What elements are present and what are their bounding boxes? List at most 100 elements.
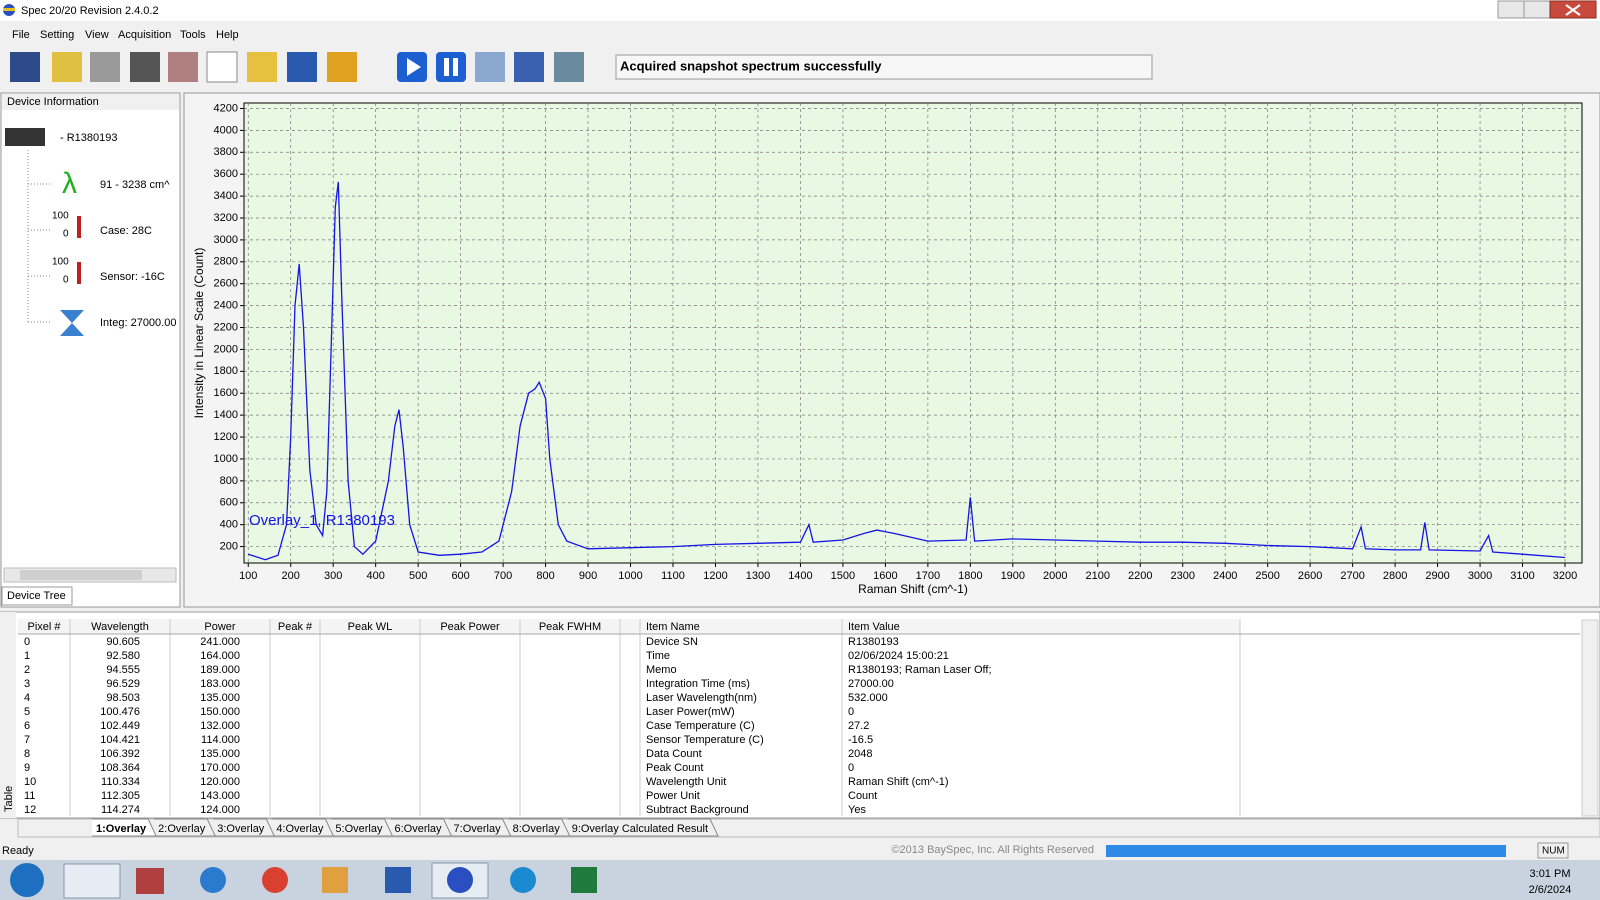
word-task[interactable] bbox=[385, 867, 411, 893]
v-scrollbar[interactable] bbox=[1581, 619, 1599, 817]
x-tick-label: 2500 bbox=[1255, 570, 1279, 582]
tab[interactable] bbox=[567, 818, 719, 837]
tab[interactable] bbox=[213, 818, 276, 837]
item-cell: R1380193 bbox=[848, 636, 899, 648]
cell: 8 bbox=[24, 748, 30, 760]
column-header[interactable]: Item Name bbox=[646, 621, 700, 633]
column-header[interactable]: Wavelength bbox=[91, 621, 149, 633]
clear-button[interactable] bbox=[327, 52, 357, 82]
tab[interactable] bbox=[331, 818, 394, 837]
column-header[interactable]: Power bbox=[204, 621, 236, 633]
tab-label[interactable]: 2:Overlay bbox=[158, 823, 206, 835]
chrome-task[interactable] bbox=[262, 867, 288, 893]
open-button[interactable] bbox=[52, 52, 82, 82]
tab-label[interactable]: 9:Overlay Calculated Result bbox=[572, 823, 708, 835]
column-header[interactable]: Peak FWHM bbox=[539, 621, 601, 633]
app-icon-band bbox=[3, 8, 15, 11]
thermometer-icon bbox=[77, 216, 81, 238]
minimize-button[interactable] bbox=[1497, 0, 1525, 19]
series-label: Overlay_1, R1380193 bbox=[249, 512, 395, 529]
y-tick-label: 600 bbox=[220, 497, 238, 509]
column-header[interactable]: Peak WL bbox=[348, 621, 393, 633]
tree-lines bbox=[27, 150, 50, 324]
tab-label[interactable]: 4:Overlay bbox=[276, 823, 324, 835]
chart: 200 400 600 800 1000 1200 1400 1600 1800 2000 2200… bbox=[192, 102, 1583, 596]
tab[interactable] bbox=[272, 818, 335, 837]
item-cell: -16.5 bbox=[848, 734, 873, 746]
column-header[interactable]: Pixel # bbox=[27, 621, 61, 633]
ie-task[interactable] bbox=[200, 867, 226, 893]
thermometer-icon bbox=[77, 262, 81, 284]
tab-label[interactable]: 6:Overlay bbox=[394, 823, 442, 835]
tab-bar bbox=[17, 818, 1600, 838]
x-tick-label: 400 bbox=[366, 570, 384, 582]
tab[interactable] bbox=[92, 818, 157, 837]
item-cell: Wavelength Unit bbox=[646, 776, 726, 788]
explorer-task[interactable] bbox=[63, 863, 121, 899]
menu-item[interactable]: Setting bbox=[40, 29, 74, 41]
folder-button[interactable] bbox=[90, 52, 120, 82]
snapshot-button[interactable] bbox=[475, 52, 505, 82]
tools-button[interactable] bbox=[168, 52, 198, 82]
y-tick-label: 1800 bbox=[214, 365, 238, 377]
y-tick-label: 200 bbox=[220, 540, 238, 552]
cell: 189.000 bbox=[200, 664, 240, 676]
zoom-button[interactable] bbox=[247, 52, 277, 82]
tab-label[interactable]: 7:Overlay bbox=[454, 823, 502, 835]
tab-label[interactable]: 3:Overlay bbox=[217, 823, 265, 835]
x-tick-label: 2800 bbox=[1383, 570, 1407, 582]
cell: 164.000 bbox=[200, 650, 240, 662]
column-header[interactable]: Peak # bbox=[278, 621, 313, 633]
tabs: 1:Overlay 2:Overlay 3:Overlay 4:Overlay 5:Ov… bbox=[92, 818, 719, 837]
cell: 170.000 bbox=[200, 762, 240, 774]
cell: 120.000 bbox=[200, 776, 240, 788]
item-cell: 27.2 bbox=[848, 720, 869, 732]
x-axis-title: Raman Shift (cm^-1) bbox=[858, 582, 968, 596]
column-header[interactable]: Item Value bbox=[848, 621, 900, 633]
tab[interactable] bbox=[154, 818, 217, 837]
edge-task[interactable] bbox=[510, 867, 536, 893]
num-indicator: NUM bbox=[1542, 846, 1565, 857]
cell: 6 bbox=[24, 720, 30, 732]
cell: 106.392 bbox=[100, 748, 140, 760]
maximize-button[interactable] bbox=[1523, 0, 1551, 19]
info-button[interactable] bbox=[287, 52, 317, 82]
tab-label[interactable]: 8:Overlay bbox=[513, 823, 561, 835]
tab-label[interactable]: 1:Overlay bbox=[96, 823, 147, 835]
menu-item[interactable]: Acquisition bbox=[118, 29, 171, 41]
snipping-task[interactable] bbox=[136, 868, 164, 894]
tab-label[interactable]: 5:Overlay bbox=[335, 823, 383, 835]
start-button[interactable] bbox=[10, 863, 44, 897]
menu-item[interactable]: View bbox=[85, 29, 109, 41]
cell: 100.476 bbox=[100, 706, 140, 718]
tab[interactable] bbox=[508, 818, 571, 837]
item-cell: Raman Shift (cm^-1) bbox=[848, 776, 949, 788]
excel-task[interactable] bbox=[571, 867, 597, 893]
pause-button[interactable] bbox=[436, 52, 466, 82]
cell: 10 bbox=[24, 776, 36, 788]
camera-button[interactable] bbox=[554, 52, 584, 82]
menu-item[interactable]: File bbox=[12, 29, 30, 41]
tab[interactable] bbox=[449, 818, 512, 837]
cell: 150.000 bbox=[200, 706, 240, 718]
x-tick-label: 1400 bbox=[788, 570, 812, 582]
h-scroll-thumb[interactable] bbox=[20, 570, 142, 580]
x-tick-label: 600 bbox=[451, 570, 469, 582]
tab[interactable] bbox=[390, 818, 453, 837]
average-button[interactable] bbox=[514, 52, 544, 82]
print-button[interactable] bbox=[130, 52, 160, 82]
save-button[interactable] bbox=[10, 52, 40, 82]
device-tree-tab[interactable] bbox=[1, 586, 73, 606]
media-task[interactable] bbox=[322, 867, 348, 893]
item-cell: 02/06/2024 15:00:21 bbox=[848, 650, 949, 662]
table-panel bbox=[0, 611, 1600, 819]
menu-item[interactable]: Tools bbox=[180, 29, 206, 41]
item-cell: Count bbox=[848, 790, 877, 802]
menu-item[interactable]: Help bbox=[216, 29, 239, 41]
item-cell: Laser Power(mW) bbox=[646, 706, 735, 718]
cell: 5 bbox=[24, 706, 30, 718]
graph-button[interactable] bbox=[206, 51, 238, 83]
column-header[interactable]: Peak Power bbox=[440, 621, 500, 633]
x-tick-label: 2200 bbox=[1128, 570, 1152, 582]
